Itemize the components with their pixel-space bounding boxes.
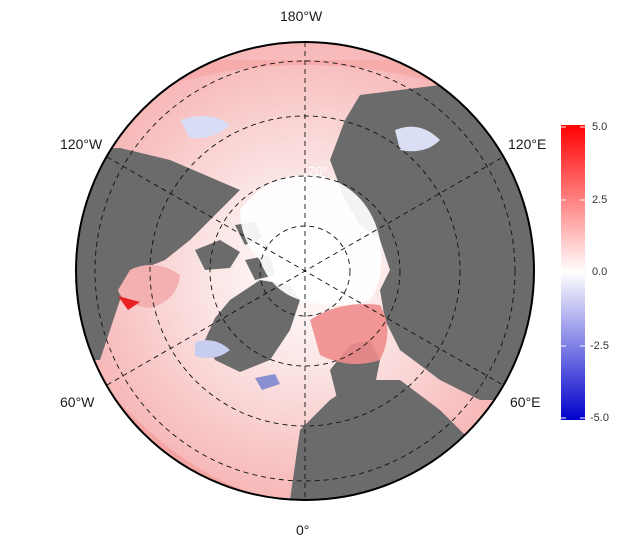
land-arctic-islands-1 bbox=[195, 240, 240, 270]
lon-label-lower-right: 60°E bbox=[510, 394, 541, 410]
lon-label-lower-left: 60°W bbox=[60, 394, 95, 410]
hudson-bay bbox=[118, 265, 180, 308]
colorbar-tick-label-3: 0.0 bbox=[592, 266, 608, 278]
colorbar-tick-label-4: -2.5 bbox=[590, 340, 609, 352]
colorbar-tick-label-5: -5.0 bbox=[590, 412, 609, 424]
latitude-label-70: 70° bbox=[308, 164, 328, 179]
map-disc bbox=[76, 42, 534, 500]
lon-label-upper-right: 120°E bbox=[508, 136, 547, 152]
land-eurasia bbox=[330, 85, 534, 400]
lon-label-upper-left: 120°W bbox=[60, 136, 103, 152]
land-iceland bbox=[255, 374, 280, 390]
colorbar-tick-label-1: 5.0 bbox=[592, 121, 608, 133]
lon-label-top: 180°W bbox=[280, 8, 323, 24]
lon-label-bottom: 0° bbox=[296, 522, 310, 538]
globe-outline bbox=[75, 41, 535, 501]
cool-anomaly-3 bbox=[195, 340, 230, 358]
warm-anomaly-barents bbox=[310, 304, 388, 364]
colorbar-ticks bbox=[561, 126, 585, 419]
land-north-america bbox=[76, 148, 240, 360]
hot-spot-hudson bbox=[118, 296, 140, 310]
graticule-meridian-60w-120e bbox=[106, 156, 504, 386]
arctic-ice-core bbox=[240, 174, 382, 305]
graticule-lat-50 bbox=[94, 60, 516, 482]
cool-anomaly-2 bbox=[395, 126, 440, 152]
cool-anomaly-1 bbox=[180, 116, 230, 139]
colorbar-tick-label-2: 2.5 bbox=[592, 194, 608, 206]
